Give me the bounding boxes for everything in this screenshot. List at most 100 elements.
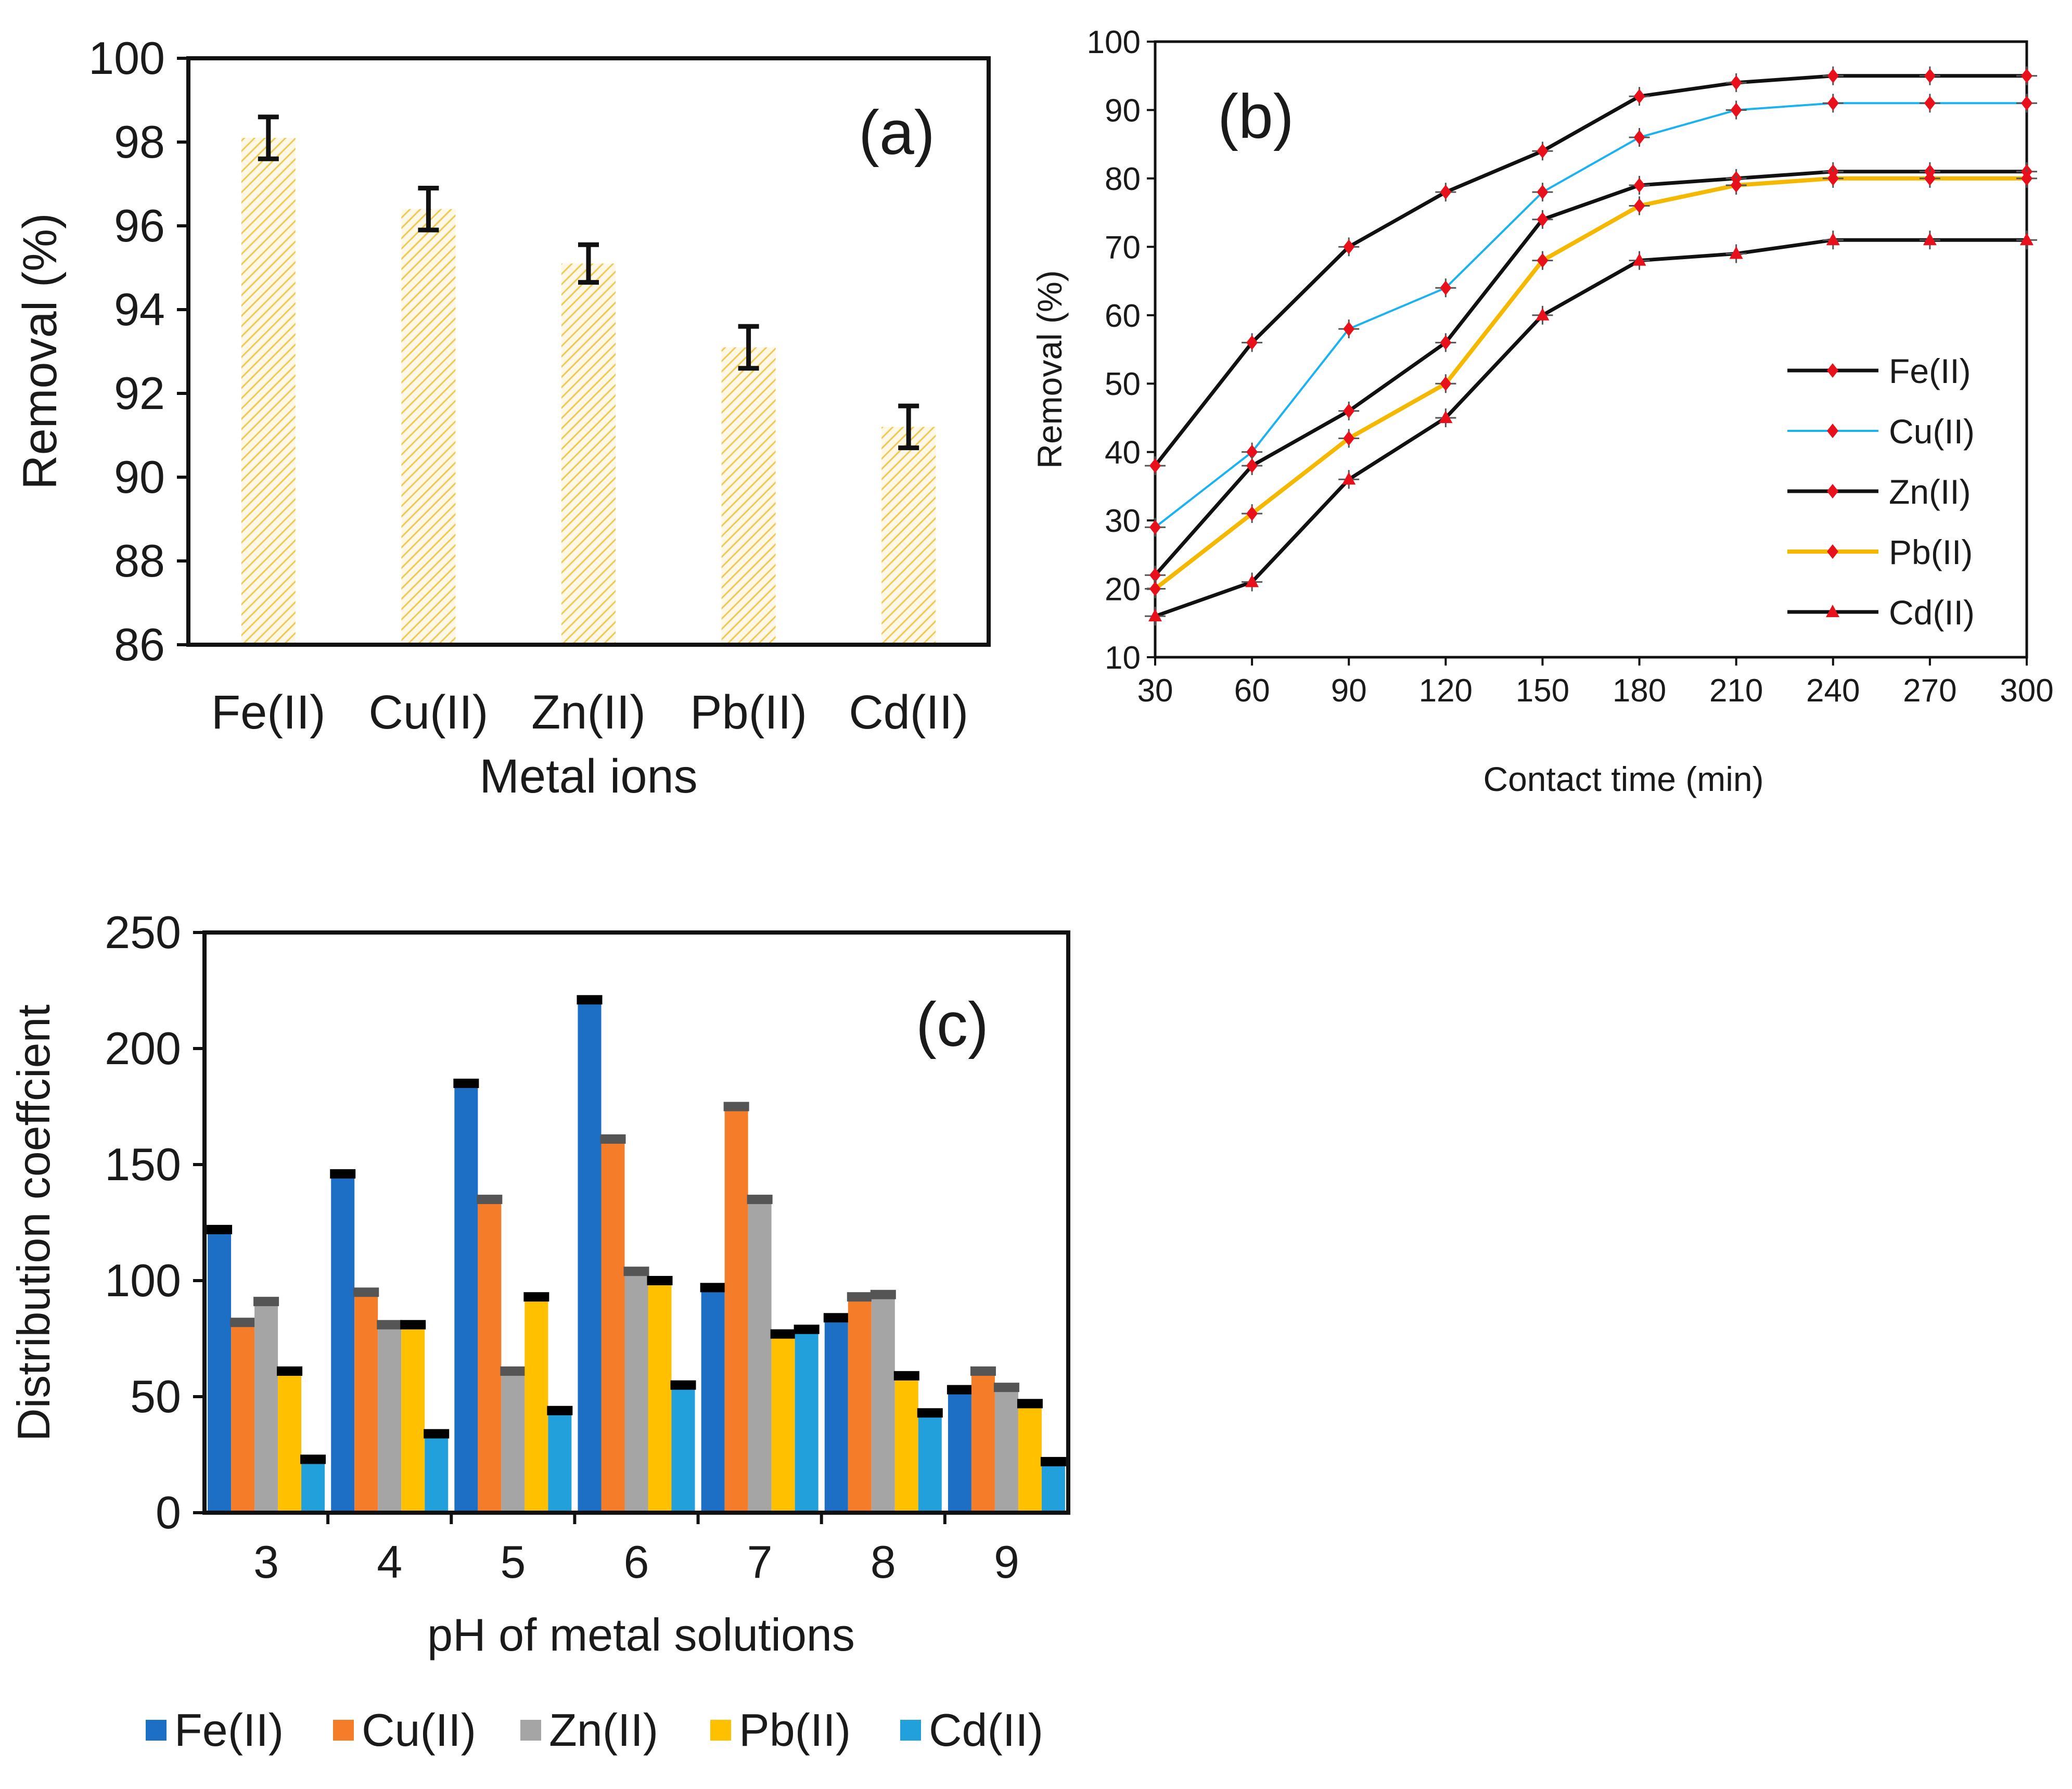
- panel-b-y-tick-label: 30: [1105, 503, 1141, 539]
- panel-a-x-axis-title: Metal ions: [479, 750, 697, 803]
- panel-c-error-cap: [794, 1324, 820, 1334]
- panel-a-y-tick-label: 90: [114, 451, 165, 503]
- panel-b-y-tick-label: 10: [1105, 640, 1141, 676]
- panel-c-bar: [624, 1271, 648, 1513]
- panel-b-point: [1343, 322, 1355, 337]
- panel-c-error-cap: [770, 1329, 796, 1339]
- panel-c-error-cap: [207, 1224, 233, 1234]
- panel-c-error-cap: [400, 1320, 426, 1330]
- panel-c-bar: [994, 1387, 1018, 1513]
- panel-a-y-tick-label: 88: [114, 535, 165, 586]
- panel-c-bar: [724, 1106, 748, 1513]
- panel-c-error-cap: [647, 1276, 673, 1285]
- panel-b-legend-marker: [1827, 544, 1838, 559]
- panel-c-plot-frame: [202, 930, 1070, 1515]
- panel-a-bar: [721, 347, 776, 645]
- panel-c-bar: [278, 1371, 302, 1513]
- panel-b-point: [2020, 233, 2033, 246]
- panel-b-point: [1149, 581, 1161, 596]
- panel-a-chart: 86 88 90 92 94 96 98 100 Fe(II) Cu(II) Zn(II) Pb(I…: [14, 32, 991, 803]
- panel-c-chart: 0 50 100 150 200 250 3 4 5 6 7 8 9 (c) pH of metal s…: [8, 906, 1070, 1756]
- panel-c-bar: [354, 1292, 378, 1513]
- panel-c-error-cap: [330, 1169, 356, 1179]
- panel-b-point: [1924, 68, 1936, 83]
- panel-c-error-cap: [670, 1380, 696, 1390]
- panel-a-plot-frame: [186, 56, 991, 647]
- panel-c-x-tick-label: 9: [994, 1536, 1019, 1588]
- panel-c-bar: [331, 1173, 355, 1513]
- panel-b-legend-label: Zn(II): [1889, 472, 1971, 511]
- panel-c-bar: [525, 1297, 548, 1513]
- panel-b-point: [1342, 472, 1356, 485]
- panel-c-error-cap: [477, 1194, 503, 1204]
- panel-c-bar: [948, 1389, 971, 1513]
- panel-c-bars: [207, 995, 1066, 1513]
- panel-b-point: [1633, 198, 1645, 213]
- panel-b-x-axis-title: Contact time (min): [1483, 760, 1763, 798]
- panel-c-bar: [548, 1410, 572, 1513]
- panel-b-legend: Fe(II) Cu(II) Zn(II) Pb(II) Cd(II): [1787, 352, 1975, 632]
- panel-b-y-tick-label: 40: [1105, 435, 1141, 471]
- panel-b-legend-label: Cd(II): [1889, 593, 1975, 632]
- panel-c-legend-swatch: [146, 1720, 167, 1741]
- panel-b-series: [1145, 66, 2037, 626]
- panel-b-point: [1537, 144, 1549, 159]
- panel-c-legend-swatch: [710, 1720, 731, 1741]
- panel-b-point: [1730, 178, 1742, 193]
- panel-b-series-line: [1154, 176, 2027, 591]
- panel-c-bar: [748, 1199, 772, 1513]
- panel-a-y-tick-label: 96: [114, 200, 165, 251]
- panel-c-bar: [894, 1375, 918, 1513]
- panel-b-point: [1923, 233, 1937, 246]
- panel-b-point: [1924, 171, 1936, 186]
- panel-b-plot-frame: [1154, 40, 2028, 659]
- panel-c-error-cap: [500, 1366, 526, 1376]
- panel-c-bar: [971, 1371, 995, 1513]
- panel-c-error-cap: [547, 1405, 573, 1415]
- panel-c-bar: [208, 1229, 232, 1513]
- panel-b-y-tick-label: 70: [1105, 229, 1141, 265]
- panel-c-bar: [601, 1139, 625, 1513]
- panel-c-error-cap: [577, 995, 603, 1005]
- panel-c-bar: [401, 1324, 425, 1513]
- panel-c-label: (c): [916, 990, 989, 1059]
- panel-b-legend-marker: [1827, 484, 1838, 499]
- panel-c-legend-label: Pb(II): [739, 1704, 851, 1756]
- panel-c-y-tick-label: 150: [105, 1139, 181, 1190]
- panel-b-point: [1148, 609, 1162, 622]
- panel-c-bar: [1041, 1461, 1065, 1513]
- panel-b-x-tick-label: 150: [1516, 673, 1569, 709]
- panel-b-point: [1537, 212, 1549, 227]
- panel-c-y-axis-title: Distribution coeffcient: [8, 1004, 59, 1441]
- panel-b-point: [1440, 376, 1452, 391]
- panel-c-error-cap: [523, 1292, 549, 1302]
- panel-c-error-cap: [700, 1283, 726, 1293]
- panel-c-bar: [848, 1297, 872, 1513]
- panel-c-bar: [378, 1324, 402, 1513]
- panel-b-point: [1246, 335, 1258, 350]
- panel-c-error-cap: [870, 1289, 896, 1299]
- panel-c-bar: [254, 1301, 278, 1513]
- panel-c-y-tick-label: 50: [130, 1371, 181, 1422]
- panel-a-y-tick-label: 86: [114, 619, 165, 670]
- panel-b-y-axis-title: Removal (%): [1030, 270, 1069, 468]
- panel-b-x-tick-label: 210: [1709, 673, 1763, 709]
- panel-c-error-cap: [353, 1287, 379, 1297]
- panel-b-point: [1343, 431, 1355, 446]
- panel-c-y-tick-label: 0: [156, 1487, 181, 1538]
- panel-b-x-tick-label: 180: [1613, 673, 1666, 709]
- panel-a-x-tick-label: Zn(II): [531, 686, 646, 739]
- panel-c-error-cap: [377, 1320, 403, 1330]
- panel-b-chart: 10 20 30 40 50 60 70 80 90 100 30 60 90 120 150 180 210 2…: [1030, 24, 2054, 798]
- panel-b-point: [2021, 96, 2032, 111]
- panel-c-error-cap: [893, 1371, 919, 1381]
- panel-c-y-tick-label: 100: [105, 1255, 181, 1306]
- panel-a-bar: [561, 263, 616, 645]
- panel-b-point: [1537, 185, 1549, 200]
- panel-c-error-cap: [277, 1366, 303, 1376]
- panel-a-x-tick-label: Pb(II): [690, 686, 807, 739]
- panel-b-y-tick-label: 20: [1105, 572, 1141, 608]
- panel-c-error-cap: [747, 1194, 773, 1204]
- panel-c-legend: Fe(II) Cu(II) Zn(II) Pb(II) Cd(II): [146, 1704, 1043, 1756]
